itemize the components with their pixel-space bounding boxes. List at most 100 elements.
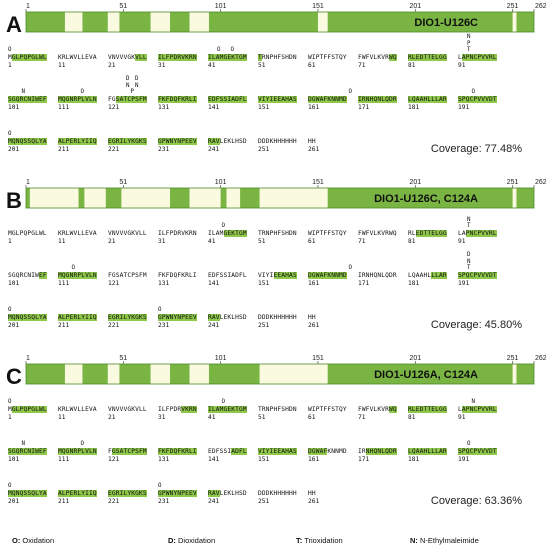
modification-marker: T bbox=[467, 47, 471, 53]
residue-position: 171 bbox=[358, 456, 370, 463]
modification-marker: O bbox=[230, 47, 235, 53]
sequence-chunk: KRLWVLLEVA bbox=[58, 230, 97, 237]
sequence-chunk: GPWNYNPEEV bbox=[158, 314, 197, 321]
sequence-chunk: SGQRCNIWEF bbox=[8, 272, 47, 279]
sequence-row: MGLPQPGLWL 1 KRLWVLLEVA 11 VNVVVGKVLL 21 ILFPD… bbox=[8, 398, 546, 422]
legend-oxidation: O: Oxidation bbox=[12, 536, 55, 545]
sequence-chunk: RAVLEKLHSD bbox=[208, 490, 247, 497]
modification-marker: N bbox=[471, 399, 476, 405]
modification-marker: N bbox=[135, 82, 139, 89]
residue-position: 241 bbox=[208, 498, 220, 505]
residue-position: 91 bbox=[458, 62, 466, 69]
covered-segment bbox=[170, 188, 190, 208]
sequence-chunk: SPQCPVVVDT bbox=[458, 96, 497, 103]
residue-position: 61 bbox=[308, 414, 316, 421]
axis-tick-label: 201 bbox=[409, 179, 421, 186]
residue-position: 71 bbox=[358, 62, 366, 69]
sequence-chunk: DDDKHHHHHH bbox=[258, 138, 297, 145]
residue-position: 11 bbox=[58, 62, 66, 69]
residue-position: 261 bbox=[308, 146, 320, 153]
sequence-chunk: ALPERLYIIQ bbox=[58, 490, 97, 497]
sequence-chunk: FKFDQFKRLI bbox=[158, 96, 197, 103]
sequence-chunk: HH bbox=[308, 314, 316, 321]
residue-position: 231 bbox=[158, 498, 170, 505]
axis-tick-label: 151 bbox=[312, 179, 324, 186]
sequence-chunk: ILFPDRVKRN bbox=[158, 54, 197, 61]
sequence-chunk: HH bbox=[308, 138, 316, 145]
residue-position: 251 bbox=[258, 146, 270, 153]
panel-c: C 1 51 101 151 201 251 262 DIO1-U126A, C124A MGLP… bbox=[0, 352, 546, 528]
residue-position: 51 bbox=[258, 414, 266, 421]
residue-position: 221 bbox=[108, 322, 120, 329]
sequence-chunk: LQAAHLLLAR bbox=[408, 272, 447, 279]
sequence-chunk: IRNHQNLQDR bbox=[358, 96, 397, 103]
sequence-chunk: MQNQSSQLYA bbox=[8, 314, 47, 321]
residue-position: 101 bbox=[8, 280, 20, 287]
modification-marker: D bbox=[126, 76, 130, 82]
coverage-value: Coverage: 77.48% bbox=[430, 143, 522, 155]
residue-position: 221 bbox=[108, 498, 120, 505]
modification-marker: O bbox=[348, 265, 353, 271]
coverage-value: Coverage: 63.36% bbox=[430, 495, 522, 507]
sequence-chunk: EDFSSIADFL bbox=[208, 272, 247, 279]
modification-marker: N bbox=[467, 258, 471, 265]
sequence-chunk: FGSATCPSFM bbox=[108, 272, 147, 279]
residue-position: 241 bbox=[208, 146, 220, 153]
sequence-chunk: ILAMGEKTGM bbox=[208, 54, 247, 61]
covered-segment bbox=[327, 364, 513, 384]
residue-position: 181 bbox=[408, 456, 420, 463]
sequence-chunk: SPQCPVVVDT bbox=[458, 272, 497, 279]
sequence-chunk: EDFSSIADFL bbox=[208, 96, 247, 103]
sequence-chunk: KRLWVLLEVA bbox=[58, 54, 97, 61]
residue-position: 21 bbox=[108, 238, 116, 245]
modification-marker: P bbox=[130, 89, 135, 95]
modification-marker: T bbox=[467, 223, 471, 229]
sequence-chunk: SPQCPVVVDT bbox=[458, 448, 497, 455]
residue-position: 201 bbox=[8, 146, 20, 153]
panel-a: A 1 51 101 151 201 251 262 DIO1-U126C MGLPQPGLWL 1… bbox=[0, 0, 546, 176]
sequence-chunk: TRNPHFSHDN bbox=[258, 230, 297, 237]
modification-marker: O bbox=[471, 89, 476, 95]
axis-tick-label: 1 bbox=[26, 3, 30, 10]
sequence-row: MQNQSSQLYA 201 ALPERLYIIQ 211 EGRILYKGKS 221 G… bbox=[8, 130, 546, 154]
residue-position: 211 bbox=[58, 498, 70, 505]
residue-position: 161 bbox=[308, 280, 320, 287]
bar-border bbox=[25, 187, 535, 209]
sequence-chunk: LAPNCPVVRL bbox=[458, 406, 497, 413]
sequence-chunk: GPWNYNPEEV bbox=[158, 490, 197, 497]
sequence-chunk: WIPTFFSTQY bbox=[308, 406, 347, 413]
covered-segment bbox=[78, 188, 85, 208]
residue-position: 151 bbox=[258, 280, 270, 287]
sequence-chunk: MQGNRPLVLN bbox=[58, 272, 97, 279]
sequence-chunk: ILFPDRVKRN bbox=[158, 406, 197, 413]
sequence-chunk: LQAAHLLLAR bbox=[408, 448, 447, 455]
sequence-chunk: SGQRCNIWEF bbox=[8, 96, 47, 103]
residue-position: 201 bbox=[8, 498, 20, 505]
modification-marker: N bbox=[467, 34, 471, 40]
residue-position: 101 bbox=[8, 104, 20, 111]
residue-position: 191 bbox=[458, 456, 470, 463]
legend: O: Oxidation D: Dioxidation T: Trioxidat… bbox=[0, 534, 546, 548]
residue-position: 211 bbox=[58, 146, 70, 153]
covered-segment bbox=[82, 364, 108, 384]
residue-position: 21 bbox=[108, 62, 116, 69]
panel-label: B bbox=[6, 188, 22, 213]
modification-marker: O bbox=[158, 483, 162, 489]
residue-position: 241 bbox=[208, 322, 220, 329]
modification-marker: O bbox=[217, 47, 221, 53]
sequence-chunk: WIPTFFSTQY bbox=[308, 54, 347, 61]
sequence-chunk: RAVLEKLHSD bbox=[208, 138, 247, 145]
axis-tick-label: 51 bbox=[119, 3, 127, 10]
residue-position: 41 bbox=[208, 414, 216, 421]
coverage-value: Coverage: 45.80% bbox=[430, 319, 522, 331]
sequence-chunk: LAPNCPVVRL bbox=[458, 54, 497, 61]
residue-position: 191 bbox=[458, 104, 470, 111]
legend-n-ethylmaleimide: N: N-Ethylmaleimide bbox=[410, 536, 479, 545]
modification-marker: O bbox=[8, 483, 12, 489]
sequence-chunk: VIYIEEAHAS bbox=[258, 448, 297, 455]
residue-position: 11 bbox=[58, 414, 66, 421]
construct-title: DIO1-U126A, C124A bbox=[374, 369, 478, 381]
residue-position: 141 bbox=[208, 280, 220, 287]
modification-marker: O bbox=[221, 223, 226, 229]
residue-position: 81 bbox=[408, 414, 416, 421]
